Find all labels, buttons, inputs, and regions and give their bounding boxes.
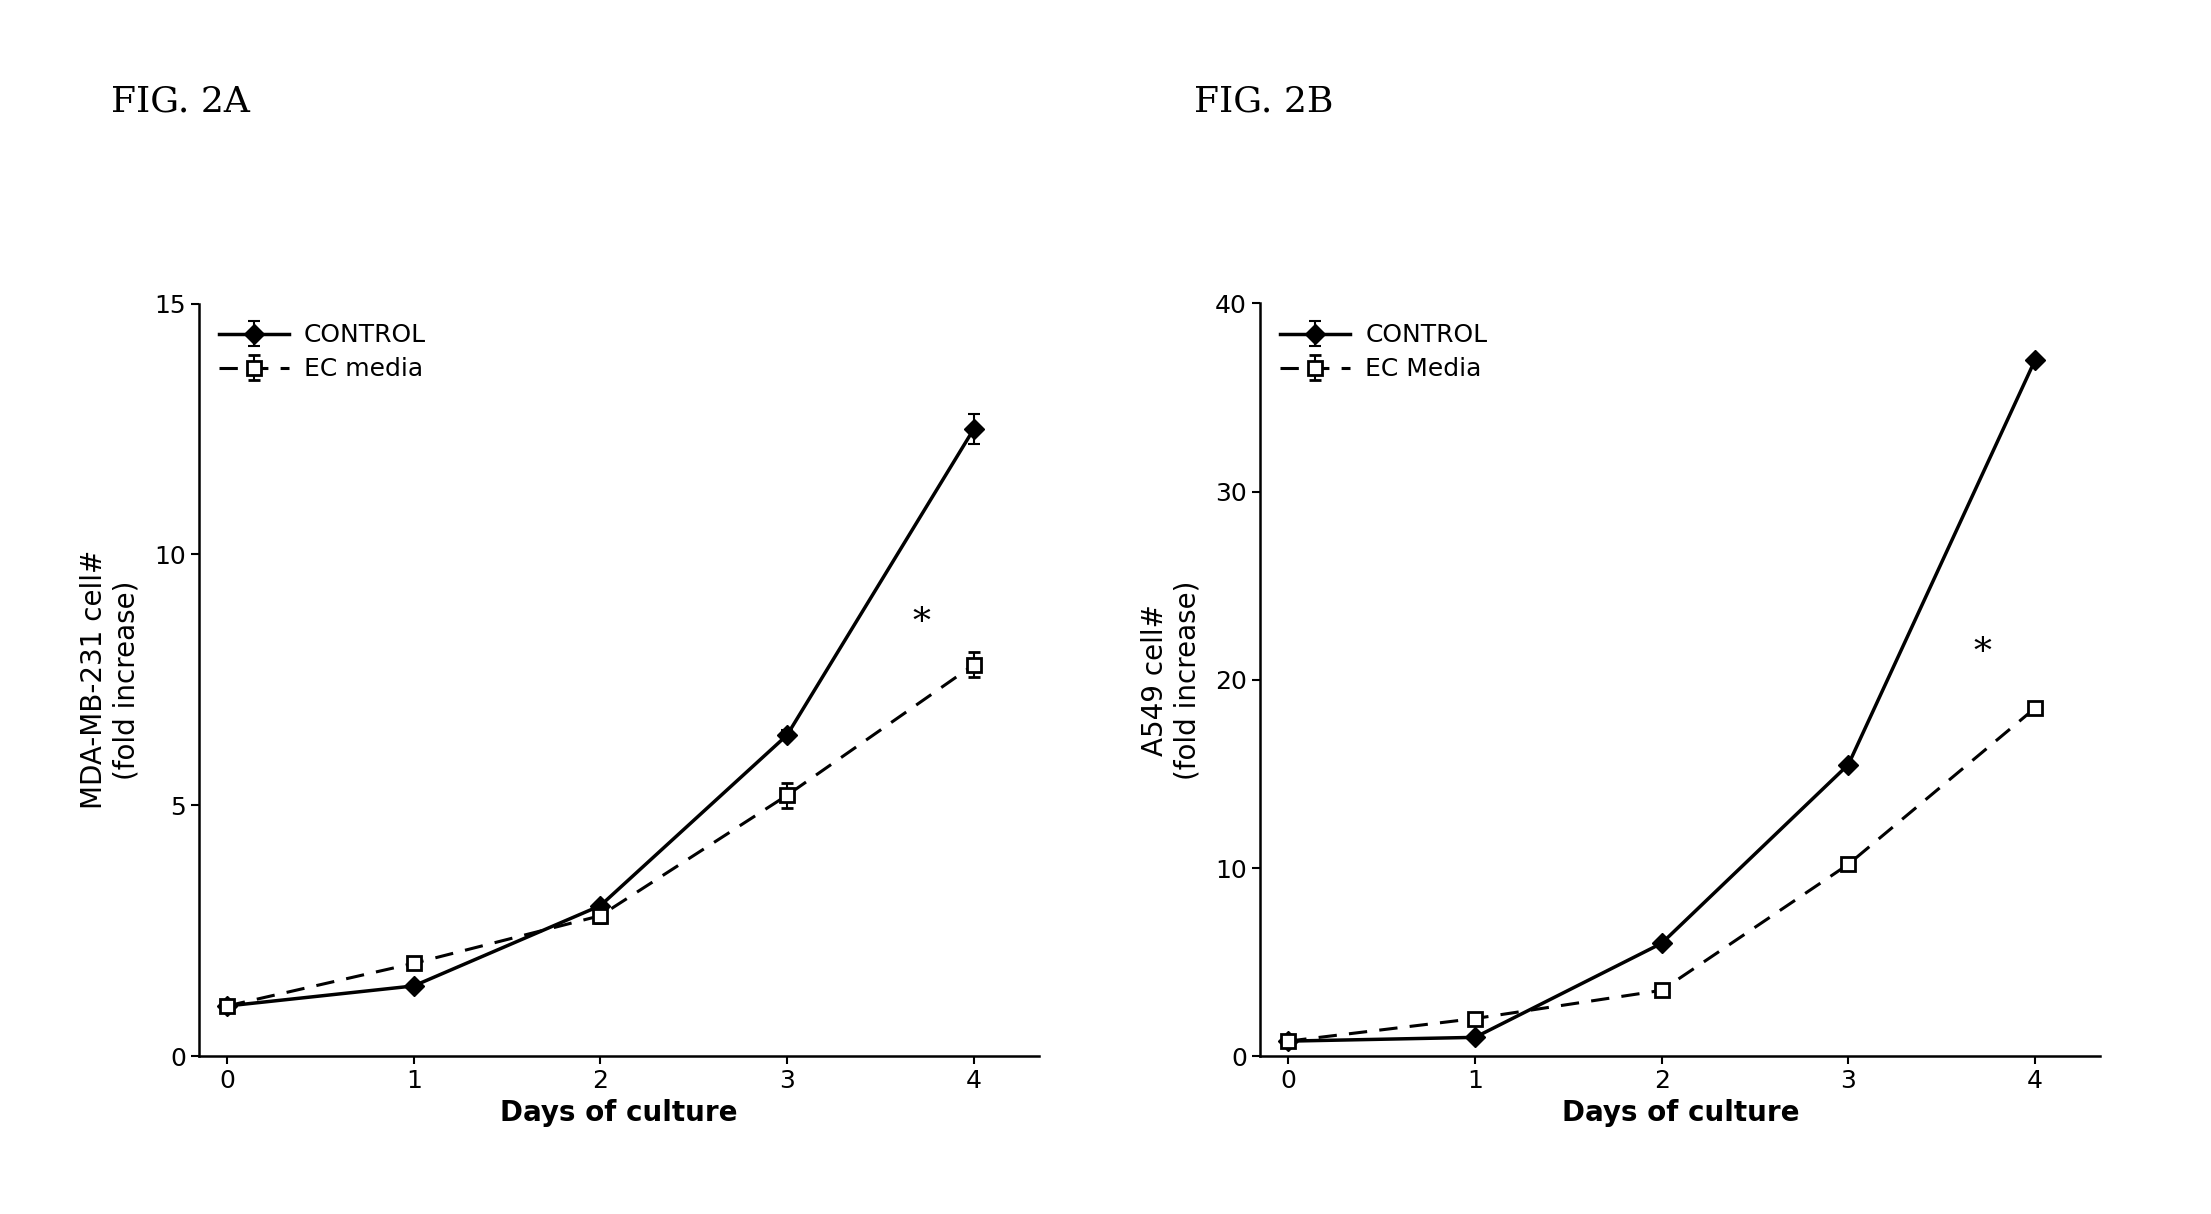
Text: *: * — [913, 606, 931, 640]
Legend: CONTROL, EC media: CONTROL, EC media — [212, 316, 433, 388]
Legend: CONTROL, EC Media: CONTROL, EC Media — [1274, 316, 1495, 388]
Y-axis label: MDA-MB-231 cell#
(fold increase): MDA-MB-231 cell# (fold increase) — [80, 550, 139, 810]
Text: FIG. 2A: FIG. 2A — [111, 85, 250, 119]
X-axis label: Days of culture: Days of culture — [500, 1099, 738, 1127]
X-axis label: Days of culture: Days of culture — [1561, 1099, 1800, 1127]
Text: *: * — [1974, 636, 1992, 670]
Text: FIG. 2B: FIG. 2B — [1194, 85, 1333, 119]
Y-axis label: A549 cell#
(fold increase): A549 cell# (fold increase) — [1141, 580, 1201, 779]
